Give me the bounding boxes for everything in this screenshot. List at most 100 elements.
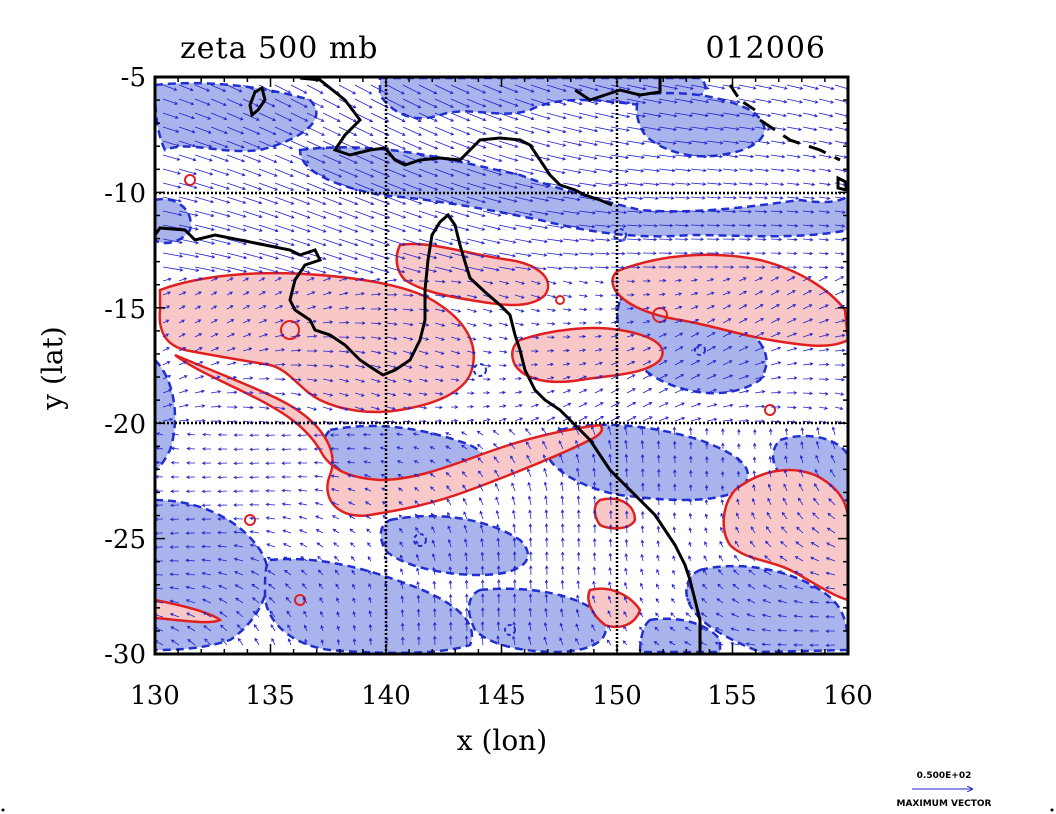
wind-vector: [527, 468, 532, 478]
wind-vector: [258, 406, 270, 410]
wind-vector: [226, 252, 248, 260]
wind-vector: [338, 196, 359, 206]
wind-vector: [754, 140, 771, 145]
wind-vector: [464, 635, 469, 646]
wind-vector: [591, 425, 596, 436]
wind-vector: [434, 196, 455, 205]
wind-vector: [396, 460, 404, 464]
wind-vector: [416, 580, 420, 590]
wind-vector: [770, 390, 782, 395]
wind-vector: [433, 635, 437, 646]
wind-vector: [354, 266, 374, 274]
wind-vector: [194, 305, 202, 310]
wind-vector: [354, 252, 375, 260]
wind-vector: [162, 252, 184, 258]
x-tick-label: 145: [476, 681, 526, 711]
wind-vector: [610, 238, 627, 242]
wind-vector: [672, 512, 677, 520]
wind-vector: [431, 539, 436, 548]
wind-vector: [258, 126, 277, 135]
wind-vector: [656, 554, 660, 562]
wind-vector: [642, 210, 659, 214]
wind-vector: [594, 320, 603, 325]
wind-vector: [802, 347, 814, 352]
wind-vector: [368, 637, 373, 646]
wind-vector: [802, 332, 814, 338]
wind-vector: [258, 305, 267, 310]
y-tick-label: -20: [104, 410, 146, 440]
wind-vector: [354, 112, 374, 123]
wind-vector: [688, 527, 692, 534]
wind-vector: [398, 487, 404, 492]
wind-vector: [656, 497, 661, 506]
wind-vector: [575, 637, 580, 646]
wind-vector: [626, 374, 636, 380]
wind-vector: [754, 419, 766, 423]
wind-vector: [274, 362, 286, 367]
wind-vector: [185, 489, 196, 494]
wind-vector: [592, 580, 596, 590]
wind-vector: [607, 439, 612, 450]
wind-vector: [607, 610, 612, 618]
wind-vector: [480, 565, 485, 576]
wind-vector: [674, 237, 689, 242]
wind-vector: [370, 364, 382, 369]
wind-vector: [830, 468, 836, 478]
wind-vector: [721, 442, 725, 450]
wind-vector: [546, 252, 564, 257]
wind-vector: [274, 168, 294, 177]
wind-vector: [402, 84, 422, 95]
wind-vector: [274, 392, 286, 396]
wind-vector: [543, 467, 548, 478]
wind-vector: [834, 251, 845, 256]
wind-vector: [386, 378, 397, 383]
wind-vector: [609, 495, 613, 506]
wind-vector: [578, 362, 587, 366]
wind-vector: [381, 501, 388, 506]
wind-vector: [306, 112, 325, 122]
wind-vector: [689, 455, 693, 464]
wind-vector: [802, 210, 815, 214]
wind-vector: [814, 483, 820, 492]
wind-vector: [800, 440, 804, 450]
wind-vector: [578, 334, 587, 339]
wind-vector: [754, 209, 768, 214]
wind-vector: [226, 126, 245, 135]
wind-vector: [448, 593, 453, 604]
wind-vector: [415, 526, 420, 534]
wind-vector: [249, 461, 260, 466]
wind-vector: [162, 347, 170, 352]
wind-vector: [320, 624, 324, 632]
wind-vector: [445, 472, 452, 478]
wind-vector: [416, 567, 420, 576]
wind-vector: [688, 484, 693, 492]
wind-vector: [313, 433, 324, 438]
wind-vector: [306, 363, 318, 368]
wind-vector: [735, 512, 740, 520]
wind-vector: [354, 126, 374, 136]
wind-vector: [402, 322, 414, 327]
wind-vector: [594, 168, 614, 174]
contour-noise: [184, 174, 776, 636]
wind-vector: [562, 362, 571, 366]
wind-vector: [217, 571, 228, 576]
wind-vector: [594, 140, 614, 146]
wind-vector: [674, 168, 692, 173]
wind-vector: [498, 266, 516, 272]
wind-vector: [333, 542, 340, 548]
wind-vector: [402, 336, 414, 341]
wind-vector: [226, 224, 247, 232]
wind-vector: [329, 433, 340, 437]
wind-vector: [354, 168, 375, 178]
wind-vector: [258, 112, 276, 122]
wind-vector: [593, 523, 597, 534]
wind-vector: [706, 346, 717, 352]
wind-vector: [482, 404, 491, 409]
wind-vector: [402, 278, 414, 283]
wind-vector: [178, 126, 196, 134]
wind-vector: [767, 497, 772, 506]
wind-vector: [722, 182, 738, 186]
wind-vector: [546, 196, 565, 202]
wind-vector: [194, 154, 213, 162]
wind-vector: [415, 553, 420, 562]
